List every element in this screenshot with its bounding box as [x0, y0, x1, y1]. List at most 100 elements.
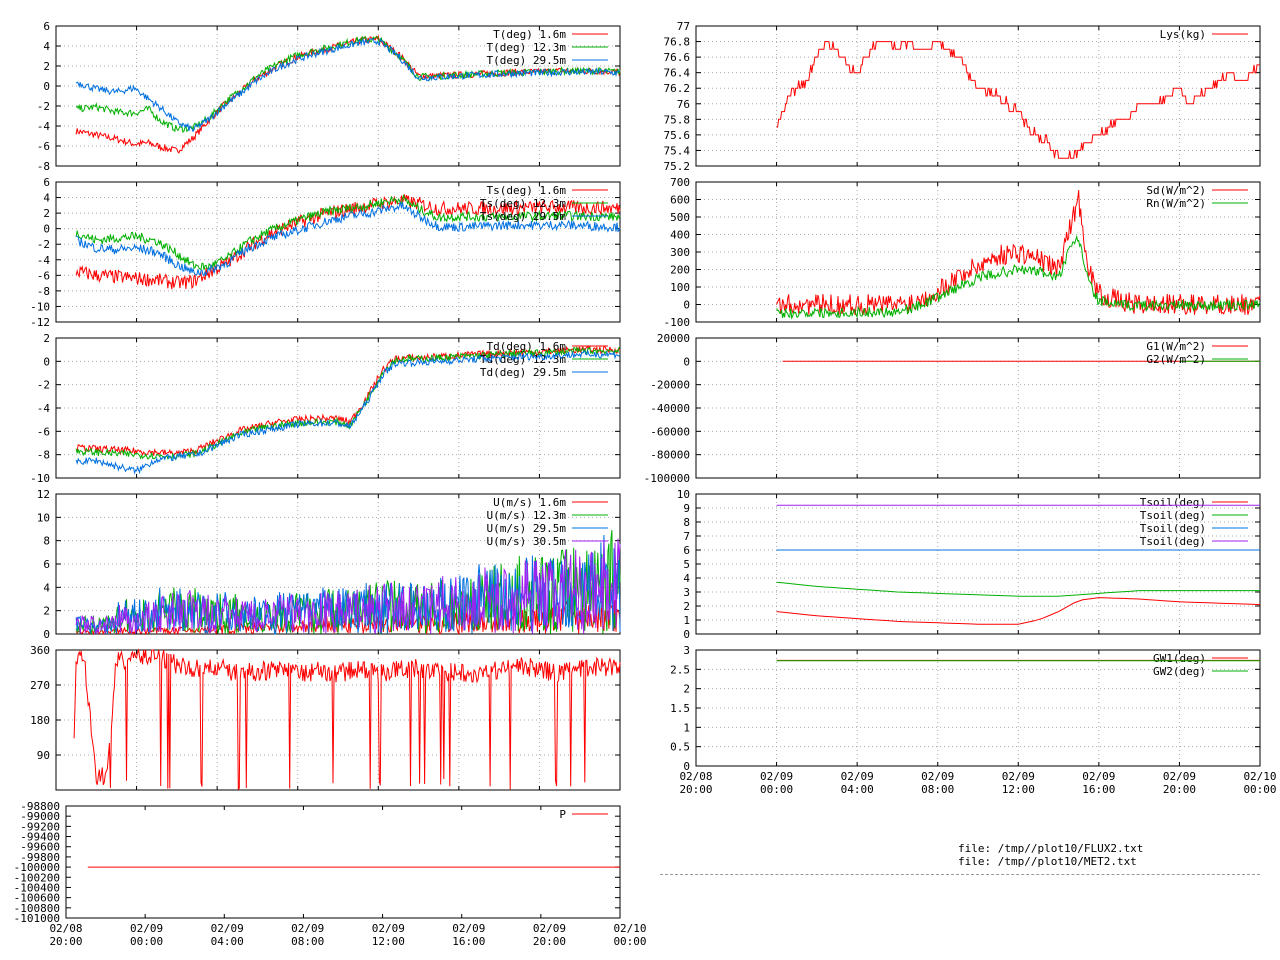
y-tick-label: 8	[683, 516, 690, 529]
chart-ground-heat-flux: 20000 0 -20000 -40000 -60000 -80000 -100000 G1(…	[644, 332, 1261, 485]
series-line	[75, 34, 621, 154]
y-tick-label: 2.5	[670, 663, 690, 676]
y-tick-label: -99200	[20, 820, 60, 833]
x-tick-label-date: 02/09	[841, 770, 874, 783]
series-line	[776, 234, 1261, 320]
plot-frame	[695, 25, 1261, 167]
x-tick-label-date: 02/09	[372, 922, 405, 935]
legend-label: Tsoil(deg)	[1140, 509, 1206, 522]
y-tick-label: 0.5	[670, 741, 690, 754]
legend-label: P	[559, 808, 566, 821]
y-tick-label: -4	[37, 120, 51, 133]
chart-wind-direction: 360 270 180 90	[30, 644, 621, 791]
y-tick-label: 2	[683, 600, 690, 613]
y-tick-label: -10	[30, 472, 50, 485]
y-tick-label: 2	[43, 332, 50, 345]
legend-label: Lys(kg)	[1160, 28, 1206, 41]
y-tick-label: -2	[37, 100, 50, 113]
chart-pressure: -101000-100800-100600-100400-100200-1000…	[14, 800, 621, 925]
y-tick-label: -6	[37, 269, 50, 282]
y-tick-label: 76	[677, 98, 690, 111]
series-line	[73, 648, 621, 791]
legend-label: Ts(deg) 29.5m	[480, 210, 566, 223]
y-tick-label: 2	[683, 683, 690, 696]
legend-label: Ts(deg) 12.3m	[480, 197, 566, 210]
y-tick-label: -99800	[20, 851, 60, 864]
series-line	[75, 194, 621, 271]
y-tick-label: 3	[683, 644, 690, 657]
x-tick-label-date: 02/09	[1082, 770, 1115, 783]
x-tick-label-date: 02/08	[679, 770, 712, 783]
chart-soil-temperature: 109876543210Tsoil(deg)Tsoil(deg)Tsoil(de…	[677, 488, 1261, 641]
legend-label: T(deg) 29.5m	[487, 54, 567, 67]
y-tick-label: 5	[683, 558, 690, 571]
y-tick-label: 20000	[657, 332, 690, 345]
y-tick-label: 300	[670, 246, 690, 259]
x-tick-label-date: 02/10	[1243, 770, 1276, 783]
series-line	[776, 597, 1261, 625]
y-tick-label: -101000	[14, 912, 60, 925]
x-tick-label-time: 20:00	[1163, 783, 1196, 796]
y-tick-label: -100200	[14, 871, 60, 884]
y-tick-label: -10	[30, 300, 50, 313]
y-tick-label: -100	[664, 316, 691, 329]
y-tick-label: 2	[43, 605, 50, 618]
y-tick-label: -8	[37, 285, 50, 298]
series-line	[75, 37, 621, 133]
series-line	[776, 190, 1261, 316]
x-tick-label-time: 16:00	[1082, 783, 1115, 796]
y-tick-label: 4	[43, 192, 50, 205]
y-tick-label: -8	[37, 449, 50, 462]
y-tick-label: -20000	[650, 379, 690, 392]
legend-label: GW1(deg)	[1153, 652, 1206, 665]
x-tick-label-date: 02/09	[130, 922, 163, 935]
y-tick-label: 1.5	[670, 702, 690, 715]
legend-label: U(m/s) 1.6m	[493, 496, 566, 509]
legend-label: U(m/s) 30.5m	[487, 535, 567, 548]
x-tick-label-time: 20:00	[533, 935, 566, 948]
x-tick-label-date: 02/09	[921, 770, 954, 783]
y-tick-label: -12	[30, 316, 50, 329]
y-tick-label: -4	[37, 254, 51, 267]
y-tick-label: -99000	[20, 810, 60, 823]
x-tick-label-time: 00:00	[130, 935, 163, 948]
legend-label: Sd(W/m^2)	[1146, 184, 1206, 197]
y-tick-label: 75.4	[664, 144, 691, 157]
chart-groundwater-temperature: 3 2.5 2 1.5 1 0.5 0 GW1(deg)GW2(deg)	[670, 644, 1261, 773]
y-tick-label: 0	[683, 628, 690, 641]
x-tick-label-date: 02/09	[1163, 770, 1196, 783]
x-tick-label-time: 00:00	[613, 935, 646, 948]
x-tick-label-date: 02/09	[760, 770, 793, 783]
y-tick-label: 400	[670, 229, 690, 242]
legend-label: Td(deg) 1.6m	[487, 340, 567, 353]
chart-lysimeter: 77 76.8 76.6 76.4 76.2 76 75.8 75.6 75.4 75.2 Lys(…	[664, 20, 1261, 173]
y-tick-label: 6	[43, 176, 50, 189]
y-tick-label: 0	[683, 760, 690, 773]
y-tick-label: 90	[37, 749, 50, 762]
y-tick-label: 0	[43, 223, 50, 236]
series-line	[75, 194, 621, 290]
plot-frame	[65, 805, 621, 919]
y-tick-label: -2	[37, 379, 50, 392]
series-line	[776, 41, 1260, 159]
y-tick-label: 100	[670, 281, 690, 294]
series-line	[776, 581, 1260, 597]
series-line	[75, 530, 621, 636]
file-label-met: file: /tmp//plot10/MET2.txt	[958, 855, 1137, 868]
legend-label: G2(W/m^2)	[1146, 353, 1206, 366]
legend-label: G1(W/m^2)	[1146, 340, 1206, 353]
y-tick-label: -6	[37, 425, 50, 438]
x-tick-label-time: 00:00	[1243, 783, 1276, 796]
legend-label: Ts(deg) 1.6m	[487, 184, 567, 197]
y-tick-label: -8	[37, 160, 50, 173]
y-tick-label: -4	[37, 402, 51, 415]
y-tick-label: -99400	[20, 831, 60, 844]
y-tick-label: 4	[43, 40, 50, 53]
y-tick-label: 4	[683, 572, 690, 585]
y-tick-label: 9	[683, 502, 690, 515]
x-tick-label-time: 08:00	[921, 783, 954, 796]
x-tick-label-date: 02/09	[452, 922, 485, 935]
y-tick-label: 2	[43, 207, 50, 220]
series-line	[75, 538, 621, 635]
legend-label: GW2(deg)	[1153, 665, 1206, 678]
